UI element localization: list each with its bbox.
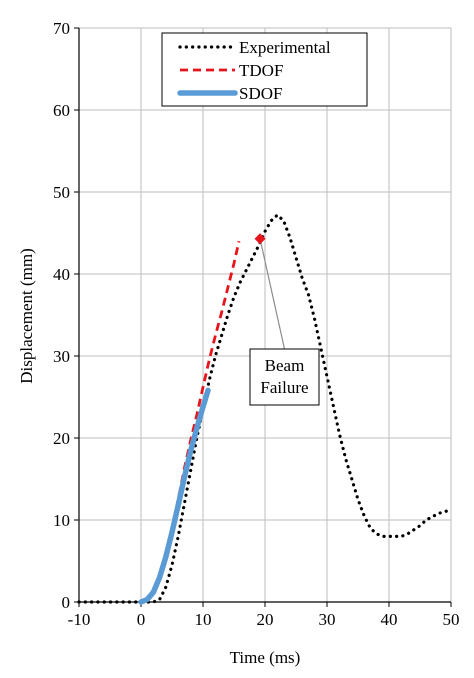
legend-label-sdof: SDOF [239, 84, 282, 103]
annotation-leader-line [259, 238, 286, 350]
x-tick-label: 40 [381, 610, 398, 629]
series-sdof-line [138, 387, 211, 605]
x-tick-label: 0 [137, 610, 146, 629]
x-tick-label: 20 [257, 610, 274, 629]
annotation-box [249, 348, 320, 406]
series-layer [77, 213, 453, 605]
y-tick-label: 10 [53, 511, 70, 530]
x-tick-label: 50 [443, 610, 460, 629]
y-tick-label: 0 [62, 593, 71, 612]
legend: Experimental TDOF SDOF [161, 32, 368, 107]
legend-label-tdof: TDOF [239, 61, 283, 80]
x-tick-label: -10 [68, 610, 91, 629]
series-experimental-line [77, 213, 453, 604]
x-tick-label: 10 [195, 610, 212, 629]
annotation-text-line: Failure [260, 378, 308, 397]
legend-label-experimental: Experimental [239, 38, 331, 57]
annotation-text-line: Beam [265, 356, 305, 375]
y-tick-label: 70 [53, 19, 70, 38]
y-tick-label: 20 [53, 429, 70, 448]
y-tick-label: 40 [53, 265, 70, 284]
y-tick-label: 50 [53, 183, 70, 202]
y-tick-label: 60 [53, 101, 70, 120]
y-tick-label: 30 [53, 347, 70, 366]
x-axis-title: Time (ms) [230, 648, 301, 667]
annotation-beam-failure: Beam Failure [249, 233, 320, 406]
y-axis-title: Displacement (mm) [17, 248, 36, 384]
beam-failure-marker [254, 233, 266, 245]
x-tick-label: 30 [319, 610, 336, 629]
